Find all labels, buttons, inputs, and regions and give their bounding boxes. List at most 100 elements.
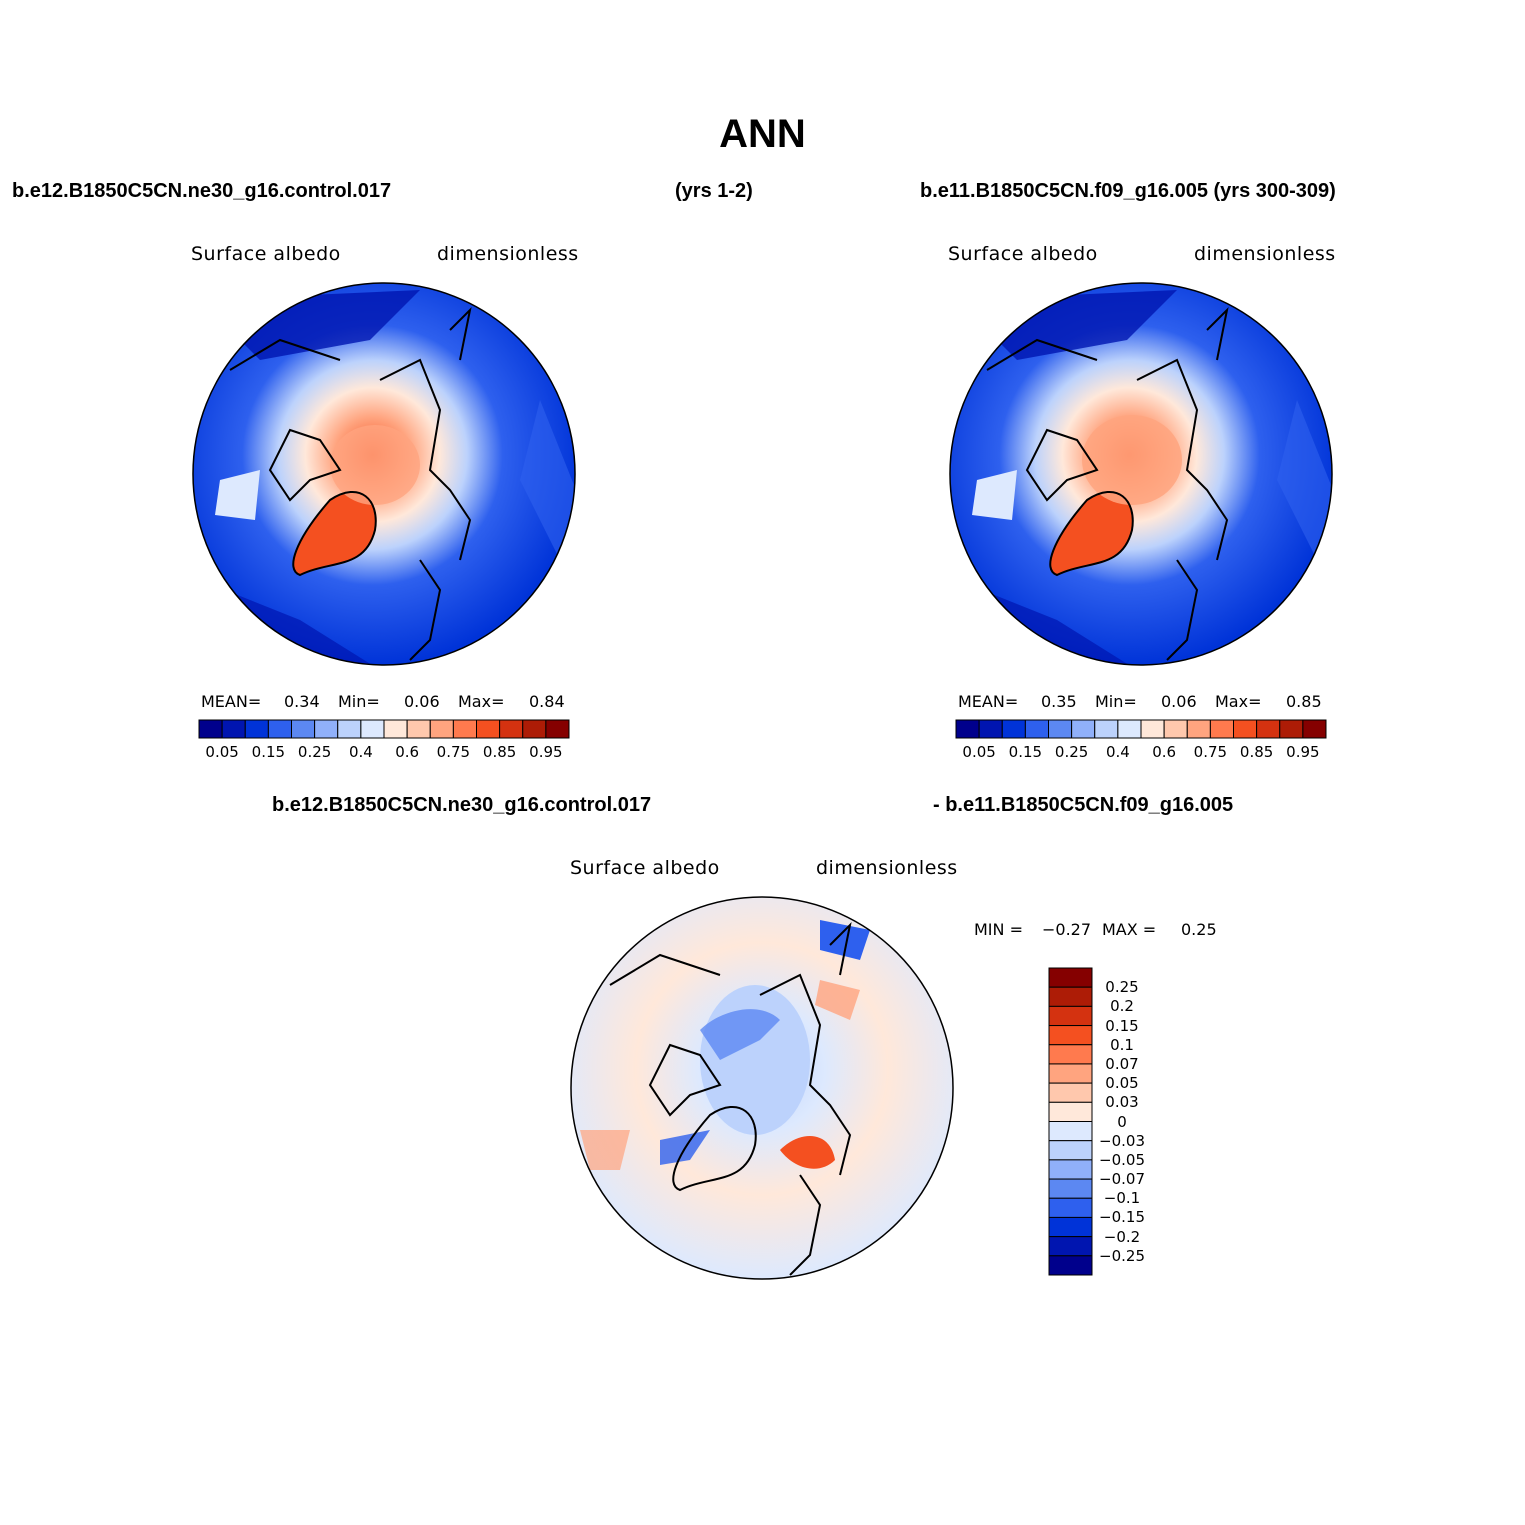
diff-colorbar-box <box>1048 1178 1093 1199</box>
left-colorbar <box>198 719 570 739</box>
left-max-value: 0.84 <box>529 692 565 711</box>
diff-colorbar-box <box>1048 986 1093 1007</box>
left-colorbar-box <box>314 719 339 739</box>
diff-colorbar-tick-label: 0.03 <box>1105 1093 1139 1112</box>
left-colorbar-tick-label: 0.95 <box>529 743 563 761</box>
diff-colorbar-box <box>1048 1101 1093 1122</box>
diff-colorbar-box <box>1048 1082 1093 1103</box>
diff-colorbar-box <box>1048 1159 1093 1180</box>
left-colorbar-box <box>360 719 385 739</box>
right-map-border <box>949 282 1333 666</box>
right-colorbar-tick-label: 0.15 <box>1008 743 1043 761</box>
right-colorbar-box <box>1279 719 1304 739</box>
right-colorbar-tick-label: 0.75 <box>1193 743 1228 761</box>
diff-colorbar-tick-label: 0.1 <box>1110 1035 1134 1054</box>
diff-colorbar-tick-label: −0.25 <box>1099 1246 1145 1265</box>
right-min-label: Min= <box>1095 692 1137 711</box>
right-colorbar-tick-label: 0.25 <box>1054 743 1089 761</box>
right-colorbar-tick-label: 0.95 <box>1286 743 1320 761</box>
diff-colorbar-box <box>1048 1025 1093 1046</box>
diff-max-value: 0.25 <box>1181 920 1217 939</box>
left-colorbar-box <box>545 719 570 739</box>
right-colorbar-box <box>1094 719 1119 739</box>
right-colorbar-box <box>1024 719 1049 739</box>
diff-colorbar-box <box>1048 1255 1093 1276</box>
left-colorbar-box <box>267 719 292 739</box>
right-colorbar-tick-label: 0.85 <box>1239 743 1274 761</box>
right-colorbar-tick-label: 0.05 <box>962 743 996 761</box>
left-colorbar-box <box>337 719 362 739</box>
left-colorbar-tick-label: 0.05 <box>205 743 239 761</box>
right-max-label: Max= <box>1215 692 1262 711</box>
right-colorbar-box <box>1140 719 1165 739</box>
left-map-border <box>192 282 576 666</box>
diff-map-border <box>570 896 954 1280</box>
diff-colorbar-box <box>1048 1121 1093 1142</box>
case2-title: b.e11.B1850C5CN.f09_g16.005 (yrs 300-309… <box>920 180 1336 202</box>
right-colorbar-tick-label: 0.6 <box>1152 743 1177 761</box>
diff-colorbar-box <box>1048 1216 1093 1238</box>
left-colorbar-tick-label: 0.75 <box>436 743 471 761</box>
right-colorbar <box>955 719 1327 739</box>
left-colorbar-box <box>406 719 431 739</box>
diff-colorbar-box <box>1048 1063 1093 1084</box>
diff-case1-title: b.e12.B1850C5CN.ne30_g16.control.017 <box>272 794 652 816</box>
right-colorbar-box <box>955 719 980 739</box>
left-colorbar-box <box>244 719 269 739</box>
diff-colorbar-tick-label: −0.07 <box>1099 1170 1145 1189</box>
right-coastlines <box>986 306 1229 661</box>
diff-colorbar <box>1048 967 1093 1276</box>
diff-colorbar-box <box>1048 1044 1093 1065</box>
right-colorbar-box <box>978 719 1003 739</box>
right-units-label: dimensionless <box>1194 243 1336 265</box>
left-variable-label: Surface albedo <box>191 243 341 265</box>
main-title: ANN <box>719 112 806 156</box>
diff-colorbar-box <box>1048 1005 1093 1027</box>
diff-colorbar-box <box>1048 1236 1093 1257</box>
left-min-label: Min= <box>338 692 380 711</box>
right-polar-map <box>950 283 1332 665</box>
left-colorbar-tick-label: 0.15 <box>251 743 286 761</box>
left-colorbar-box <box>198 719 223 739</box>
left-colorbar-box <box>221 719 246 739</box>
left-coastlines <box>229 306 472 661</box>
diff-colorbar-tick-label: −0.03 <box>1099 1131 1145 1150</box>
diff-colorbar-tick-label: −0.15 <box>1099 1208 1145 1227</box>
right-colorbar-box <box>1001 719 1026 739</box>
right-colorbar-box <box>1048 719 1073 739</box>
diff-coastlines <box>609 921 852 1276</box>
right-colorbar-box <box>1209 719 1234 739</box>
right-mean-value: 0.35 <box>1041 692 1077 711</box>
diff-colorbar-tick-label: −0.2 <box>1103 1227 1141 1246</box>
left-min-value: 0.06 <box>404 692 440 711</box>
right-colorbar-box <box>1071 719 1096 739</box>
left-colorbar-box <box>291 719 316 739</box>
left-colorbar-tick-label: 0.4 <box>348 743 373 761</box>
left-colorbar-tick-label: 0.25 <box>297 743 332 761</box>
diff-polar-map <box>571 897 953 1279</box>
left-units-label: dimensionless <box>437 243 579 265</box>
case1-years: (yrs 1-2) <box>675 180 753 202</box>
right-colorbar-box <box>1186 719 1211 739</box>
diff-colorbar-tick-label: 0.25 <box>1105 978 1139 997</box>
diff-colorbar-tick-label: 0.07 <box>1105 1054 1139 1073</box>
diff-colorbar-box <box>1048 967 1093 988</box>
left-colorbar-box <box>383 719 408 739</box>
right-colorbar-box <box>1163 719 1188 739</box>
diff-colorbar-tick-label: −0.1 <box>1103 1189 1141 1208</box>
left-max-label: Max= <box>458 692 505 711</box>
diff-colorbar-tick-label: −0.05 <box>1099 1150 1145 1169</box>
left-colorbar-box <box>499 719 524 739</box>
diff-colorbar-tick-label: 0.05 <box>1105 1074 1139 1093</box>
left-colorbar-box <box>452 719 477 739</box>
diff-colorbar-tick-label: 0.2 <box>1110 997 1134 1016</box>
diff-case2-title: - b.e11.B1850C5CN.f09_g16.005 <box>933 794 1234 816</box>
right-colorbar-tick-label: 0.4 <box>1105 743 1130 761</box>
left-mean-label: MEAN= <box>201 692 262 711</box>
diff-max-label: MAX = <box>1102 920 1157 939</box>
case1-title: b.e12.B1850C5CN.ne30_g16.control.017 <box>12 180 392 202</box>
diff-colorbar-box <box>1048 1140 1093 1161</box>
right-colorbar-box <box>1302 719 1327 739</box>
right-colorbar-box <box>1117 719 1142 739</box>
